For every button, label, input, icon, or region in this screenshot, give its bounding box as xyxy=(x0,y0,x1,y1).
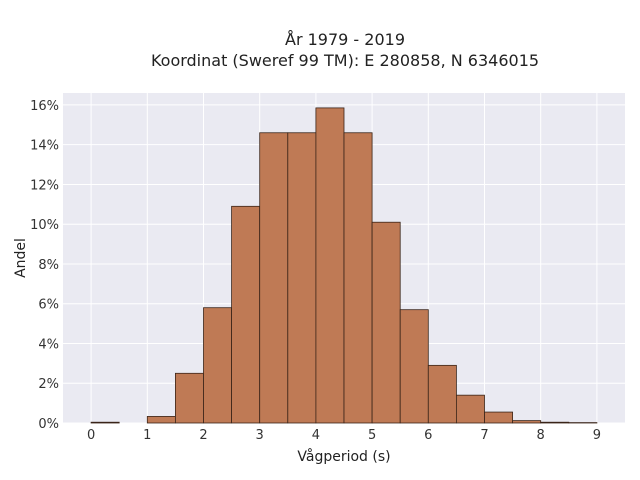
x-tick-label: 9 xyxy=(593,428,601,443)
histogram-bar-5 xyxy=(231,205,261,424)
y-tick-label: 12% xyxy=(30,178,59,193)
x-tick-label: 6 xyxy=(424,428,432,443)
y-tick-label: 0% xyxy=(38,417,59,432)
histogram-bar-13 xyxy=(455,394,485,424)
histogram-bar-3 xyxy=(174,372,204,424)
x-tick-label: 8 xyxy=(537,428,545,443)
x-tick-label: 1 xyxy=(143,428,151,443)
x-tick-label: 2 xyxy=(199,428,207,443)
bars xyxy=(90,107,598,424)
x-tick-label: 0 xyxy=(87,428,95,443)
y-tick-label: 2% xyxy=(38,377,59,392)
y-tick-label: 16% xyxy=(30,99,59,114)
chart-title-line2: Koordinat (Sweref 99 TM): E 280858, N 63… xyxy=(151,51,539,70)
histogram-bar-0 xyxy=(90,421,120,424)
histogram-bar-16 xyxy=(540,421,570,424)
y-axis-ticks: 0% 2% 4% 6% 8% 10% 12% 14% 16% xyxy=(30,99,59,432)
histogram-bar-6 xyxy=(259,132,289,424)
y-tick-label: 10% xyxy=(30,218,59,233)
histogram-bar-15 xyxy=(512,420,542,424)
x-tick-label: 3 xyxy=(256,428,264,443)
histogram-bar-8 xyxy=(315,107,345,424)
y-tick-label: 14% xyxy=(30,139,59,154)
x-tick-label: 7 xyxy=(480,428,488,443)
x-tick-label: 5 xyxy=(368,428,376,443)
histogram-bar-2 xyxy=(146,416,176,424)
y-tick-label: 6% xyxy=(38,298,59,313)
histogram-bar-9 xyxy=(343,132,373,424)
histogram-bar-4 xyxy=(203,307,233,424)
histogram-bar-14 xyxy=(484,411,514,424)
histogram-bar-12 xyxy=(427,364,457,424)
histogram-bar-11 xyxy=(399,309,429,424)
x-axis-ticks: 0 1 2 3 4 5 6 7 8 9 xyxy=(87,428,601,443)
histogram-bar-7 xyxy=(287,132,317,424)
histogram-bar-10 xyxy=(371,221,401,424)
y-axis-label: Andel xyxy=(13,238,29,278)
x-axis-label: Vågperiod (s) xyxy=(297,448,390,465)
y-tick-label: 4% xyxy=(38,337,59,352)
chart-title-line1: År 1979 - 2019 xyxy=(285,30,405,49)
y-tick-label: 8% xyxy=(38,258,59,273)
x-tick-label: 4 xyxy=(312,428,320,443)
